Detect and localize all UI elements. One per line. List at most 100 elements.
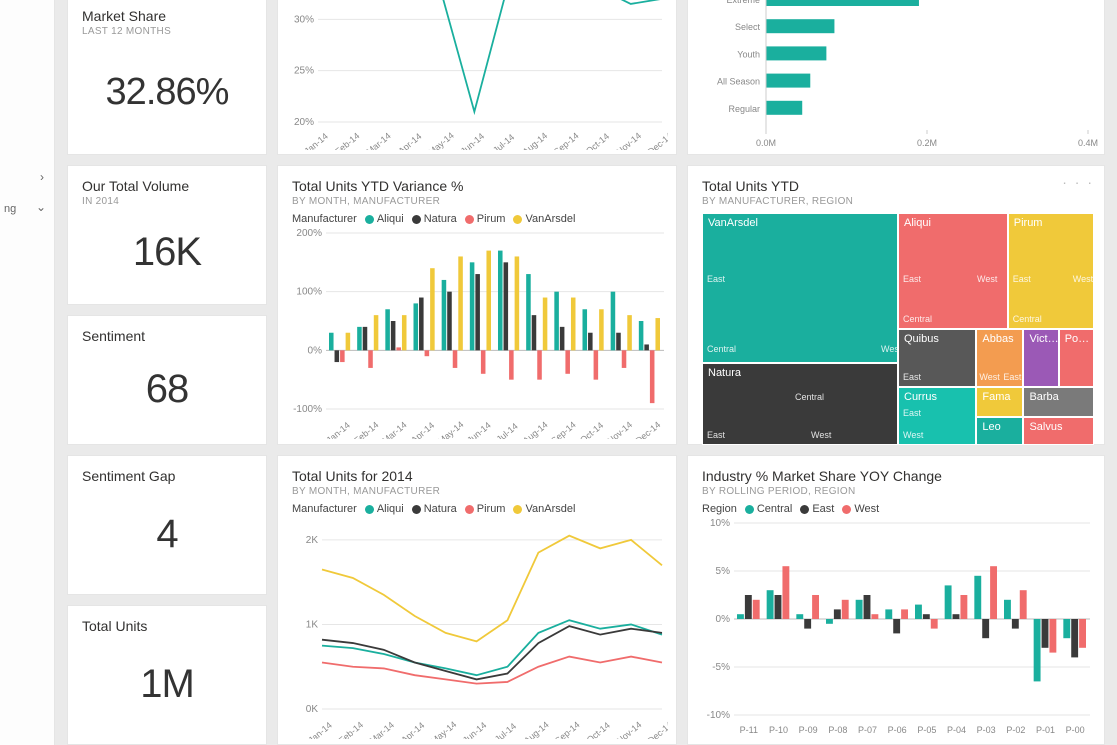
svg-text:Oct-14: Oct-14	[585, 720, 612, 739]
svg-text:0K: 0K	[306, 704, 319, 715]
svg-text:P-00: P-00	[1066, 725, 1085, 735]
svg-text:All Season: All Season	[717, 77, 760, 87]
chevron-down-icon[interactable]: ⌄	[36, 200, 46, 214]
more-icon[interactable]: · · ·	[1062, 174, 1094, 190]
svg-text:Regular: Regular	[728, 104, 760, 114]
tile-market-share[interactable]: Market Share LAST 12 MONTHS 32.86%	[67, 0, 267, 155]
svg-text:100%: 100%	[296, 287, 322, 298]
svg-text:Jan-14: Jan-14	[324, 420, 352, 439]
kpi-value: 16K	[133, 230, 201, 275]
treemap-cell[interactable]: AliquiEastWestCentral	[898, 213, 1008, 329]
tile-total-volume[interactable]: Our Total Volume IN 2014 16K	[67, 165, 267, 305]
svg-text:May-14: May-14	[426, 130, 455, 150]
tile-sentiment[interactable]: Sentiment 68	[67, 315, 267, 445]
svg-text:Sep-14: Sep-14	[553, 720, 582, 739]
tile-yoy[interactable]: Industry % Market Share YOY Change BY RO…	[687, 455, 1105, 745]
treemap-cell[interactable]: Salvus	[1023, 417, 1094, 445]
svg-text:P-05: P-05	[917, 725, 936, 735]
svg-text:30%: 30%	[294, 14, 314, 25]
kpi-value: 1M	[140, 662, 194, 707]
svg-text:P-10: P-10	[769, 725, 788, 735]
svg-text:0.2M: 0.2M	[917, 138, 937, 148]
tile-treemap[interactable]: · · · Total Units YTD BY MANUFACTURER, R…	[687, 165, 1105, 445]
treemap-cell[interactable]: AbbasWestEast	[976, 329, 1023, 387]
svg-text:Jan-14: Jan-14	[306, 720, 334, 739]
svg-text:Jul-14: Jul-14	[495, 421, 520, 439]
svg-text:Feb-14: Feb-14	[333, 131, 361, 150]
rail-item-label[interactable]: ng	[4, 203, 16, 215]
tile-sub: BY ROLLING PERIOD, REGION	[702, 486, 1090, 497]
treemap-cell[interactable]: Fama	[976, 387, 1023, 417]
chart-variance: -100%0%100%200%Jan-14Feb-14Mar-14Apr-14M…	[292, 227, 668, 439]
svg-text:May-14: May-14	[436, 419, 465, 439]
svg-text:Aug-14: Aug-14	[521, 420, 550, 439]
tile-sentiment-gap[interactable]: Sentiment Gap 4	[67, 455, 267, 595]
legend-variance: ManufacturerAliquiNaturaPirumVanArsdel	[292, 213, 662, 225]
svg-text:Apr-14: Apr-14	[409, 420, 436, 439]
tile-total-units[interactable]: Total Units 1M	[67, 605, 267, 745]
svg-text:Aug-14: Aug-14	[522, 720, 551, 739]
treemap-cell[interactable]: Po…	[1059, 329, 1094, 387]
svg-text:P-08: P-08	[828, 725, 847, 735]
kpi-sub: IN 2014	[82, 196, 252, 207]
chart-yoy: -10%-5%0%5%10%P-11P-10P-09P-08P-07P-06P-…	[702, 517, 1096, 739]
svg-text:Nov-14: Nov-14	[615, 720, 644, 739]
svg-text:Select: Select	[735, 22, 761, 32]
svg-text:Mar-14: Mar-14	[380, 420, 408, 439]
svg-text:Sep-14: Sep-14	[549, 420, 578, 439]
kpi-title: Market Share	[82, 8, 252, 24]
treemap-cell[interactable]: QuibusEast	[898, 329, 976, 387]
svg-text:-100%: -100%	[293, 404, 322, 415]
chart-treemap: VanArsdelEastCentralWestNaturaEastCentra…	[702, 213, 1094, 445]
svg-text:20%: 20%	[294, 117, 314, 128]
svg-text:Feb-14: Feb-14	[352, 420, 380, 439]
svg-text:Jul-14: Jul-14	[491, 132, 516, 150]
svg-text:Oct-14: Oct-14	[584, 131, 611, 150]
svg-text:Dec-14: Dec-14	[646, 131, 668, 150]
svg-text:-5%: -5%	[712, 662, 730, 673]
tile-units2014[interactable]: Total Units for 2014 BY MONTH, MANUFACTU…	[277, 455, 677, 745]
chevron-right-icon[interactable]: ›	[40, 170, 44, 184]
svg-text:Nov-14: Nov-14	[614, 131, 643, 150]
treemap-cell[interactable]: PirumEastWestCentral	[1008, 213, 1094, 329]
svg-text:Youth: Youth	[737, 49, 760, 59]
treemap-cell[interactable]: Vict…	[1023, 329, 1058, 387]
tile-sub: BY MANUFACTURER, REGION	[702, 196, 1090, 207]
svg-text:2K: 2K	[306, 535, 319, 546]
tile-title: Total Units for 2014	[292, 468, 662, 484]
svg-text:10%: 10%	[710, 518, 730, 529]
svg-text:Apr-14: Apr-14	[396, 131, 423, 150]
svg-text:25%: 25%	[294, 66, 314, 77]
tile-variance[interactable]: Total Units YTD Variance % BY MONTH, MAN…	[277, 165, 677, 445]
tile-bar-top[interactable]: ExtremeSelectYouthAll SeasonRegular0.0M0…	[687, 0, 1105, 155]
svg-text:Nov-14: Nov-14	[605, 420, 634, 439]
svg-text:P-01: P-01	[1036, 725, 1055, 735]
svg-text:Apr-14: Apr-14	[399, 720, 426, 739]
kpi-value: 68	[146, 367, 189, 412]
svg-text:Sep-14: Sep-14	[552, 131, 581, 150]
kpi-title: Total Units	[82, 618, 252, 634]
tile-line-top[interactable]: 20%25%30%35%Jan-14Feb-14Mar-14Apr-14May-…	[277, 0, 677, 155]
svg-text:Extreme: Extreme	[726, 0, 760, 5]
svg-text:P-02: P-02	[1006, 725, 1025, 735]
tile-sub: BY MONTH, MANUFACTURER	[292, 196, 662, 207]
svg-text:Mar-14: Mar-14	[368, 720, 396, 739]
svg-text:Feb-14: Feb-14	[337, 720, 365, 739]
treemap-cell[interactable]: CurrusEastWest	[898, 387, 976, 445]
treemap-cell[interactable]: Leo	[976, 417, 1023, 445]
dashboard: Market Share LAST 12 MONTHS 32.86% 20% 25…	[55, 0, 1117, 745]
kpi-title: Sentiment	[82, 328, 252, 344]
svg-text:Aug-14: Aug-14	[521, 131, 550, 150]
treemap-cell[interactable]: NaturaEastCentralWest	[702, 363, 898, 445]
svg-text:Oct-14: Oct-14	[578, 420, 605, 439]
treemap-cell[interactable]: VanArsdelEastCentralWest	[702, 213, 898, 363]
tile-title: Total Units YTD Variance %	[292, 178, 662, 194]
svg-text:P-09: P-09	[799, 725, 818, 735]
svg-text:-10%: -10%	[707, 710, 730, 721]
svg-text:P-06: P-06	[888, 725, 907, 735]
chart-line-top: 20%25%30%35%Jan-14Feb-14Mar-14Apr-14May-…	[288, 0, 668, 150]
svg-text:Dec-14: Dec-14	[634, 420, 663, 439]
kpi-value: 32.86%	[106, 71, 229, 114]
treemap-cell[interactable]: Barba	[1023, 387, 1094, 417]
svg-text:Jun-14: Jun-14	[465, 420, 493, 439]
